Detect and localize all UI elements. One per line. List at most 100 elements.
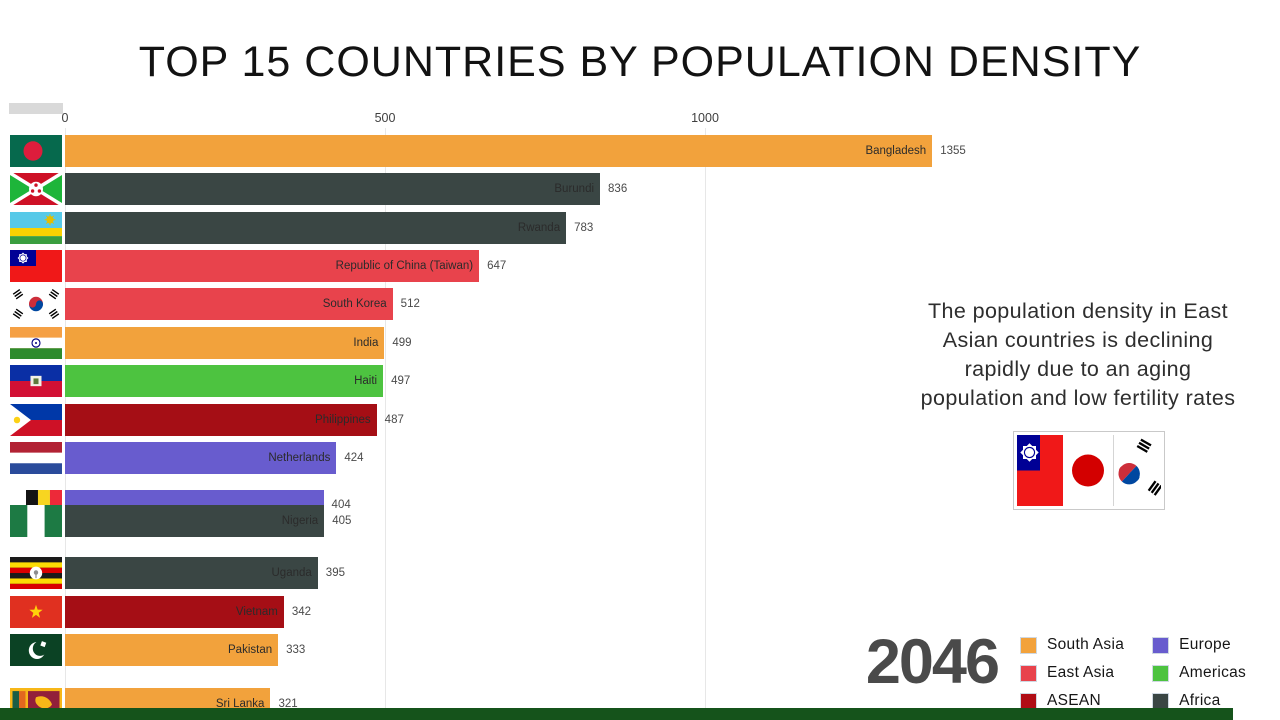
taiwan-flag-icon — [1017, 435, 1063, 506]
legend-column: South Asia East Asia ASEAN — [1020, 636, 1124, 710]
country-label: Uganda — [271, 567, 312, 579]
philippines-flag-svg — [10, 404, 62, 436]
gridline — [385, 128, 386, 708]
japan-flag-icon-svg — [1063, 435, 1113, 506]
value-label: 424 — [344, 452, 364, 464]
bar: Haiti — [65, 365, 384, 397]
value-label: 321 — [278, 698, 298, 710]
pakistan-flag-svg — [10, 634, 62, 666]
legend-swatch-icon — [1020, 636, 1037, 654]
india-flag-icon — [10, 327, 62, 359]
bangladesh-flag-icon — [10, 135, 62, 167]
country-label: Rwanda — [517, 222, 561, 234]
pakistan-flag-icon — [10, 634, 62, 666]
page-title: TOP 15 COUNTRIES BY POPULATION DENSITY — [138, 38, 1142, 86]
haiti-flag-svg — [10, 365, 62, 397]
legend-swatch-icon — [1152, 636, 1170, 654]
legend-entry: ASEAN — [1020, 692, 1124, 710]
annotation-text: The population density in East Asian coun… — [872, 297, 1280, 413]
vietnam-flag-icon — [10, 596, 62, 628]
uganda-flag-svg — [10, 557, 62, 589]
rwanda-flag-icon — [10, 212, 62, 244]
value-label: 836 — [608, 183, 628, 195]
philippines-flag-icon — [10, 404, 62, 436]
taiwan-flag-icon-svg — [1017, 435, 1063, 506]
netherlands-flag-icon — [10, 442, 62, 474]
legend-entry: Africa — [1152, 692, 1246, 710]
vietnam-flag-svg — [10, 596, 62, 628]
x-axis-tick-label: 1000 — [691, 111, 719, 125]
legend-label: Americas — [1179, 664, 1247, 681]
highlight-flags-box — [1013, 431, 1165, 510]
value-label: 512 — [400, 298, 420, 310]
haiti-flag-icon — [10, 365, 62, 397]
country-label: Republic of China (Taiwan) — [335, 260, 474, 272]
south-korea-flag-icon-svg — [1114, 435, 1161, 506]
bar: India — [65, 327, 385, 359]
country-label: South Korea — [322, 298, 387, 310]
taiwan-flag-icon — [10, 250, 62, 282]
x-axis-tick-label: 0 — [61, 111, 69, 125]
country-label: Philippines — [315, 414, 371, 426]
legend-column: Europe Americas Africa — [1152, 636, 1246, 710]
country-label: Pakistan — [228, 644, 273, 656]
frame-artifact — [9, 103, 63, 114]
bar: Philippines — [65, 404, 377, 436]
legend-label: Africa — [1179, 692, 1221, 709]
country-label: Nigeria — [281, 515, 319, 527]
legend-swatch-icon — [1152, 664, 1170, 682]
south-korea-flag-icon — [1113, 435, 1162, 506]
value-label: 395 — [325, 567, 345, 579]
south-korea-flag-icon — [10, 288, 62, 320]
value-label: 1355 — [940, 145, 966, 157]
country-label: Netherlands — [268, 452, 331, 464]
legend-entry: Europe — [1152, 636, 1246, 654]
value-label: 405 — [332, 515, 352, 527]
annotation-line: Asian countries is declining — [942, 328, 1214, 352]
country-label: Burundi — [554, 183, 595, 195]
legend-swatch-icon — [1152, 692, 1170, 710]
bar: Burundi — [65, 173, 601, 205]
annotation-line: The population density in East — [927, 299, 1229, 323]
burundi-flag-svg — [10, 173, 62, 205]
nigeria-flag-icon — [10, 505, 62, 537]
legend-entry: East Asia — [1020, 664, 1124, 682]
legend: South Asia East Asia ASEAN Europe Americas Af… — [1020, 636, 1246, 710]
year-label: 2046 — [865, 627, 1000, 697]
netherlands-flag-svg — [10, 442, 62, 474]
value-label: 333 — [286, 644, 306, 656]
bar: Vietnam — [65, 596, 284, 628]
country-label: Haiti — [354, 375, 378, 387]
value-label: 487 — [384, 414, 404, 426]
taiwan-flag-svg — [10, 250, 62, 282]
country-label: India — [353, 337, 379, 349]
annotation-line: population and low fertility rates — [920, 386, 1236, 410]
rwanda-flag-svg — [10, 212, 62, 244]
country-label: Bangladesh — [865, 145, 927, 157]
legend-entry: Americas — [1152, 664, 1246, 682]
bar: Rwanda — [65, 212, 567, 244]
bar: Republic of China (Taiwan) — [65, 250, 480, 282]
bar: South Korea — [65, 288, 393, 320]
value-label: 404 — [331, 498, 351, 511]
india-flag-svg — [10, 327, 62, 359]
annotation-line: rapidly due to an aging — [964, 357, 1192, 381]
video-progress-strip — [0, 708, 1233, 720]
bangladesh-flag-svg — [10, 135, 62, 167]
japan-flag-icon — [1063, 435, 1113, 506]
bar: Uganda — [65, 557, 318, 589]
nigeria-flag-svg — [10, 505, 62, 537]
value-label: 342 — [291, 606, 312, 618]
country-label: Sri Lanka — [215, 698, 265, 710]
legend-swatch-icon — [1020, 664, 1037, 682]
gridline — [705, 128, 706, 708]
legend-label: ASEAN — [1047, 692, 1102, 709]
legend-label: East Asia — [1047, 664, 1115, 681]
south-korea-flag-svg — [10, 288, 62, 320]
bar: Nigeria — [65, 505, 325, 537]
value-label: 783 — [574, 222, 594, 234]
value-label: 647 — [487, 260, 507, 272]
legend-label: Europe — [1179, 636, 1231, 653]
burundi-flag-icon — [10, 173, 62, 205]
